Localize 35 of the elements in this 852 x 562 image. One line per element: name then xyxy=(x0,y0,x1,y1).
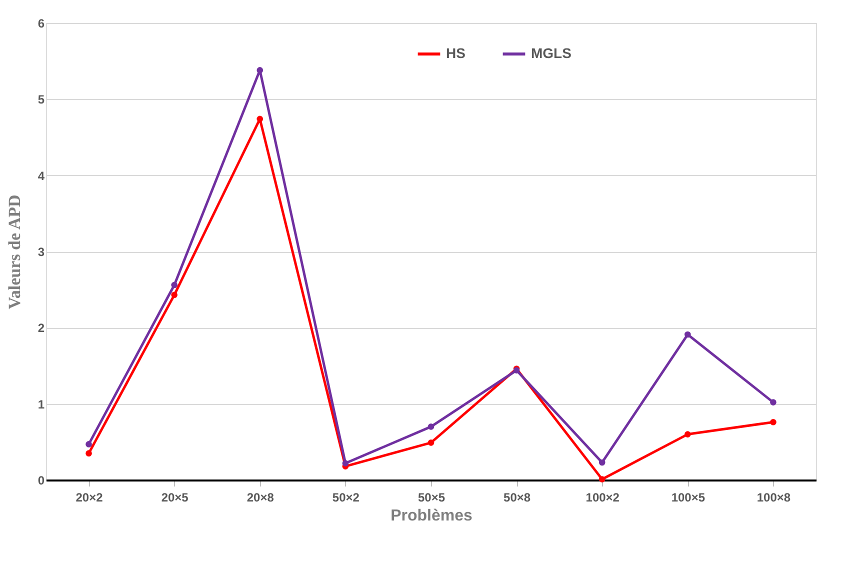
x-tick-label: 20×8 xyxy=(246,490,274,504)
point xyxy=(86,450,92,456)
point xyxy=(256,116,264,122)
y-tick-label: 1 xyxy=(38,397,45,412)
y-tick-label: 4 xyxy=(38,168,45,183)
point xyxy=(598,459,606,466)
x-tick-label: 50×5 xyxy=(418,490,446,504)
x-tick-label: 100×5 xyxy=(671,490,706,504)
y-tick-label: 5 xyxy=(38,92,45,107)
y-axis-title: Valeurs de APD xyxy=(4,194,24,310)
x-tick-label: 20×2 xyxy=(76,490,104,504)
y-tick-label: 3 xyxy=(38,245,45,259)
point xyxy=(171,282,178,288)
point xyxy=(684,331,691,338)
x-tick-label: 50×2 xyxy=(332,490,360,504)
x-tick-label: 50×8 xyxy=(504,490,531,504)
legend-label: MGLS xyxy=(531,45,572,61)
x-tick-label: 20×5 xyxy=(161,490,189,504)
point xyxy=(770,418,776,426)
point xyxy=(598,476,606,482)
point xyxy=(428,424,434,430)
legend-label: HS xyxy=(446,45,466,61)
y-tick-label: 6 xyxy=(38,16,45,30)
point xyxy=(770,399,776,406)
point xyxy=(171,292,178,298)
point xyxy=(256,67,264,74)
point xyxy=(86,441,92,448)
y-tick-label: 0 xyxy=(38,474,45,488)
point xyxy=(342,460,349,466)
x-tick-label: 100×2 xyxy=(586,490,620,504)
point xyxy=(428,440,434,446)
point xyxy=(684,431,691,438)
x-axis-title: Problèmes xyxy=(390,508,473,524)
x-tick-label: 100×8 xyxy=(756,490,791,504)
y-tick-label: 2 xyxy=(38,321,45,336)
